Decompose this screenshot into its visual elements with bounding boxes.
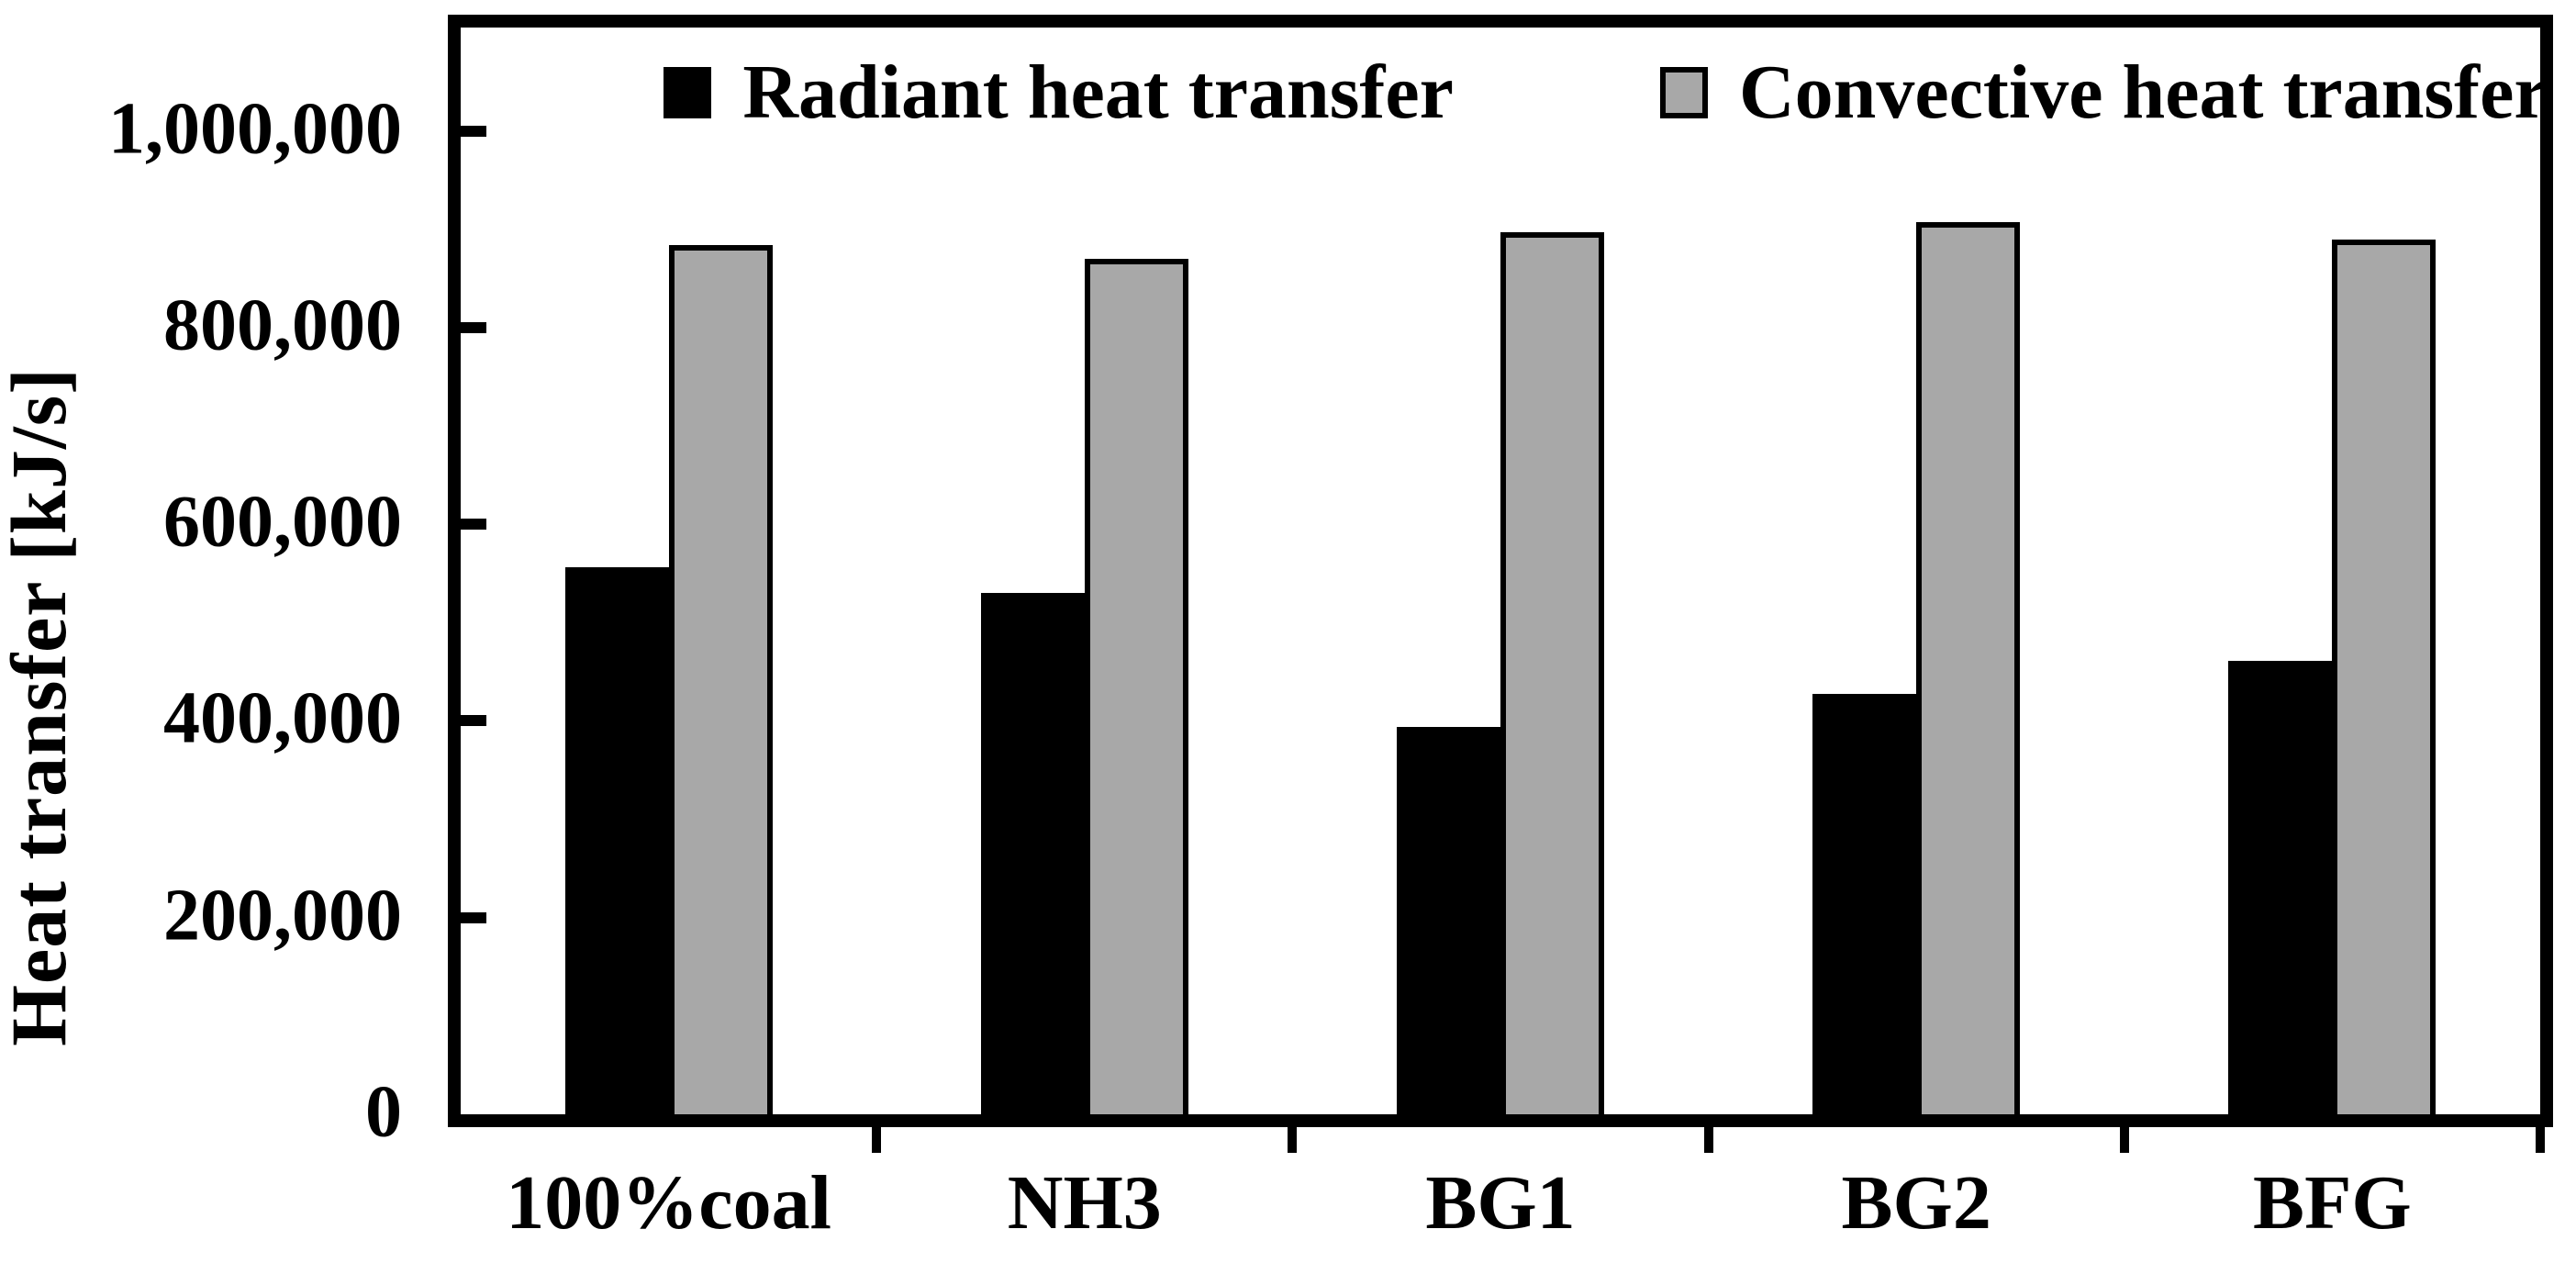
- bar-radiant-bg1: [1397, 726, 1500, 1114]
- bar-convective-100-coal: [668, 244, 773, 1114]
- x-category-label-bg1: BG1: [1425, 1160, 1576, 1246]
- y-tick-mark-400-000: [461, 715, 486, 727]
- y-tick-mark-600-000: [461, 519, 486, 531]
- plot-area: Radiant heat transfer Convective heat tra…: [448, 15, 2553, 1127]
- bar-radiant-100-coal: [564, 567, 669, 1114]
- y-tick-label-800-000: 800,000: [163, 285, 402, 366]
- legend-item-convective: Convective heat transfer: [1659, 48, 2548, 137]
- x-category-label-bfg: BFG: [2253, 1160, 2412, 1246]
- bar-radiant-bfg: [2228, 661, 2333, 1114]
- y-tick-label-0: 0: [365, 1071, 402, 1153]
- bar-convective-bg2: [1916, 222, 2021, 1114]
- y-tick-mark-1-000-000: [461, 125, 486, 137]
- y-tick-label-600-000: 600,000: [163, 481, 402, 563]
- x-tick-mark-4: [2119, 1127, 2129, 1153]
- x-tick-mark-5: [2536, 1127, 2545, 1153]
- x-tick-mark-3: [1703, 1127, 1713, 1153]
- legend-label-convective: Convective heat transfer: [1738, 50, 2548, 135]
- x-tick-mark-2: [1288, 1127, 1298, 1153]
- x-category-label-bg2: BG2: [1841, 1160, 1991, 1246]
- y-axis-tick-labels: 0 200,000 400,000 600,000 800,000 1,000,000: [0, 0, 402, 1274]
- y-tick-mark-200-000: [461, 911, 486, 923]
- bar-convective-bfg: [2332, 240, 2437, 1114]
- x-category-label-nh3: NH3: [1007, 1160, 1162, 1246]
- legend-swatch-convective-icon: [1659, 66, 1708, 118]
- y-tick-mark-800-000: [461, 321, 486, 333]
- bar-radiant-nh3: [980, 593, 1085, 1114]
- x-category-label-100-coal: 100%coal: [506, 1160, 831, 1246]
- y-tick-label-200-000: 200,000: [163, 875, 402, 956]
- y-tick-label-1-000-000: 1,000,000: [108, 88, 402, 170]
- x-tick-mark-1: [872, 1127, 882, 1153]
- y-tick-label-400-000: 400,000: [163, 678, 402, 760]
- bar-convective-bg1: [1500, 231, 1604, 1114]
- bar-convective-nh3: [1084, 258, 1188, 1114]
- legend-swatch-radiant-icon: [664, 66, 712, 118]
- bar-radiant-bg2: [1812, 694, 1917, 1114]
- legend-item-radiant: Radiant heat transfer: [664, 48, 1454, 137]
- legend-label-radiant: Radiant heat transfer: [742, 50, 1454, 135]
- legend: Radiant heat transfer Convective heat tra…: [664, 48, 2548, 137]
